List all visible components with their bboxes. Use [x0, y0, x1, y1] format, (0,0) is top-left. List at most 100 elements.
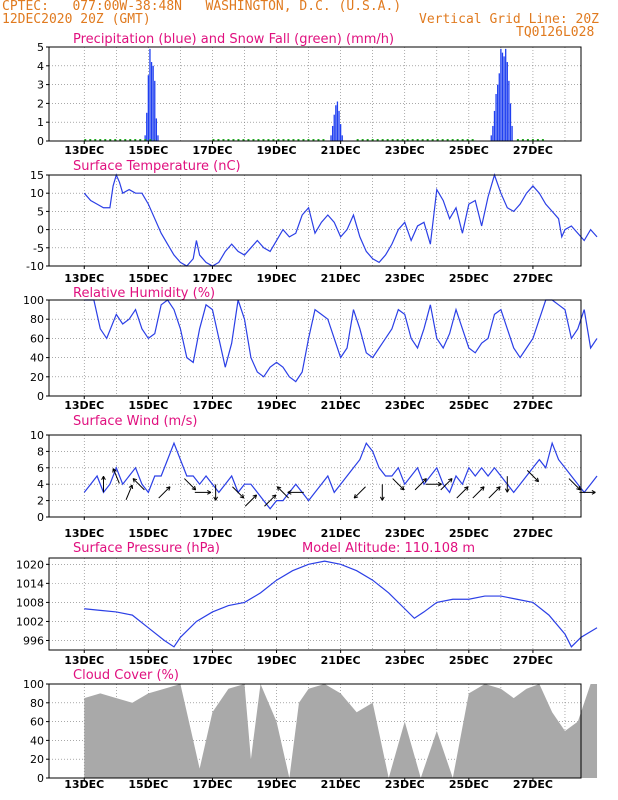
wind-arrow-head [402, 485, 405, 490]
x-tick-label: 25DEC [449, 144, 489, 157]
series-line [84, 560, 598, 648]
header-model-code: TQ0126L028 [516, 25, 595, 40]
wind-arrow-shaft [132, 478, 145, 491]
precip-bar [146, 112, 148, 141]
precip-bar [339, 124, 342, 141]
wind-arrow-head [450, 478, 453, 483]
x-tick-label: 15DEC [128, 144, 168, 157]
precip-bar [505, 48, 507, 141]
wind-arrow-head [287, 491, 292, 495]
y-tick-label: 0 [37, 135, 44, 148]
wind-arrow-head [112, 468, 117, 472]
wind-arrow-head [132, 478, 135, 483]
wind-arrow [353, 486, 366, 499]
x-tick-label: 17DEC [192, 654, 232, 667]
wind-arrow-shaft [488, 486, 501, 499]
precip-bar [336, 101, 339, 141]
wind-arrow-head [379, 496, 383, 501]
wind-arrow-head [254, 494, 258, 499]
precip-bar [492, 125, 494, 141]
header-location: CPTEC: 077:00W-38:48N WASHINGTON, D.C. (… [2, 0, 402, 14]
x-tick-label: 13DEC [64, 527, 104, 540]
wind-arrow-shaft [456, 486, 469, 499]
precip-bar [333, 114, 335, 141]
y-tick-label: 40 [30, 352, 44, 365]
x-tick-label: 17DEC [192, 272, 232, 285]
x-tick-label: 17DEC [192, 527, 232, 540]
panel-title: Surface Temperature (nC) [73, 159, 241, 174]
wind-arrow-head [437, 483, 442, 487]
wind-arrow [526, 469, 540, 483]
wind-arrow-head [132, 478, 138, 481]
wind-arrow-head [207, 491, 212, 495]
wind-arrow-shaft [184, 478, 197, 491]
wind-arrow-shaft [264, 494, 277, 507]
wind-arrow-head [168, 486, 171, 491]
wind-arrow [472, 486, 485, 499]
wind-arrow-head [276, 486, 279, 491]
y-tick-label: 1008 [16, 596, 44, 609]
wind-arrow-head [506, 488, 510, 493]
y-tick-label: 60 [30, 332, 44, 345]
precip-bar [511, 125, 513, 141]
wind-arrow-head [381, 496, 385, 501]
y-tick-label: -5 [33, 242, 44, 255]
wind-arrow-head [576, 488, 581, 491]
y-tick-label: 1020 [16, 558, 44, 571]
precip-bar [331, 125, 334, 141]
wind-arrow-shaft [125, 484, 133, 500]
panel-title: Cloud Cover (%) [73, 668, 179, 683]
x-tick-label: 13DEC [64, 654, 104, 667]
x-tick-label: 19DEC [257, 654, 297, 667]
series-line [84, 299, 598, 383]
wind-arrow [125, 484, 134, 500]
panel-frame [48, 174, 582, 267]
panel-5: Surface Pressure (hPa) Model Altitude: 11… [16, 541, 598, 667]
x-tick-label: 25DEC [449, 272, 489, 285]
wind-arrow-head [166, 486, 171, 489]
y-tick-label: 20 [30, 753, 44, 766]
wind-arrow [112, 468, 120, 484]
x-tick-label: 17DEC [192, 778, 232, 791]
x-tick-label: 27DEC [513, 272, 553, 285]
precip-bar [154, 80, 156, 141]
y-tick-label: 1002 [16, 615, 44, 628]
panel-2: Surface Temperature (nC) -10 -5 0 5 10 15 13DEC… [26, 159, 598, 285]
y-tick-label: 80 [30, 313, 44, 326]
x-tick-label: 17DEC [192, 144, 232, 157]
y-tick-label: 0 [37, 511, 44, 524]
precip-bar [506, 62, 508, 141]
panel-1: Precipitation (blue) and Snow Fall (gree… [37, 32, 582, 157]
precip-bar [495, 94, 497, 141]
wind-arrow-head [578, 485, 581, 490]
wind-arrow-head [353, 494, 356, 499]
x-tick-label: 15DEC [128, 778, 168, 791]
y-tick-label: -10 [26, 260, 44, 273]
wind-arrow-shaft [472, 486, 485, 499]
y-tick-label: 2 [37, 495, 44, 508]
y-tick-label: 4 [37, 60, 44, 73]
y-tick-label: 5 [37, 41, 44, 54]
precip-bar [335, 105, 337, 141]
x-tick-label: 15DEC [128, 654, 168, 667]
precip-bar [149, 48, 151, 141]
x-tick-label: 23DEC [385, 527, 425, 540]
x-tick-label: 19DEC [257, 144, 297, 157]
wind-arrow-head [213, 496, 217, 501]
wind-arrow [379, 484, 385, 501]
wind-arrow-head [536, 477, 540, 482]
wind-arrow-head [277, 486, 282, 489]
wind-arrow [101, 475, 106, 493]
wind-arrow-head [424, 478, 427, 483]
wind-arrow-shaft [392, 478, 405, 491]
wind-arrow-shaft [414, 478, 427, 491]
precip-bar [493, 110, 496, 141]
panel-6: Cloud Cover (%) 0 20 40 60 80 100 13DEC 15DEC 17D… [23, 668, 598, 791]
x-tick-label: 15DEC [128, 399, 168, 412]
precip-bar [150, 62, 153, 141]
x-tick-label: 21DEC [321, 778, 361, 791]
wind-arrow [579, 490, 596, 495]
wind-arrow [232, 486, 245, 499]
wind-arrow-head [496, 486, 501, 489]
y-tick-label: 100 [23, 294, 44, 307]
